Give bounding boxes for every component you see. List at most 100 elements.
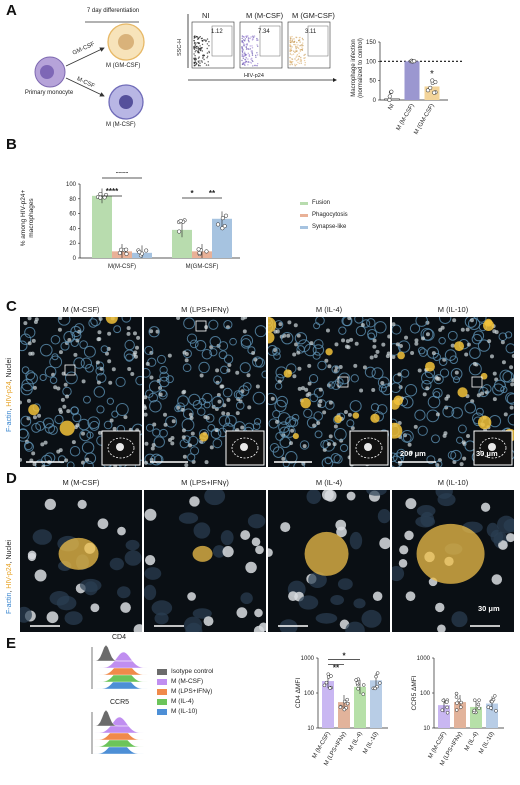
ccr5-label: CCR5 xyxy=(110,699,130,706)
cell-outline xyxy=(294,332,308,345)
c-title-1: M (M-CSF) xyxy=(62,305,100,314)
cell-outline xyxy=(339,443,349,453)
cell-outline xyxy=(103,420,113,430)
facs-dot xyxy=(193,59,196,61)
facs-dot xyxy=(301,48,304,50)
chartA-point xyxy=(412,59,417,64)
cell-nucleus xyxy=(126,331,131,336)
cell-outline xyxy=(502,371,514,383)
facs-dot xyxy=(197,46,199,48)
cell-nucleus xyxy=(27,341,32,346)
cell-outline xyxy=(435,460,443,467)
facs-dot xyxy=(193,37,195,39)
chartA-tick-label: 0 xyxy=(373,98,377,104)
facs-title-gmcsf: M (GM-CSF) xyxy=(292,11,335,20)
chartE-point xyxy=(342,707,347,712)
facs-dot xyxy=(295,49,297,51)
cell-nucleus xyxy=(58,407,63,412)
chartE-point xyxy=(324,680,329,685)
cell-nucleus xyxy=(236,607,248,619)
chartE-point xyxy=(476,702,481,707)
cell-nucleus xyxy=(63,382,68,387)
cell-nucleus xyxy=(347,317,352,321)
cell-outline xyxy=(278,421,290,434)
cell-nucleus xyxy=(492,329,497,334)
cell-outline xyxy=(144,368,151,378)
cell-body xyxy=(151,600,173,616)
facs-dot xyxy=(243,40,245,42)
facs-dot xyxy=(206,38,209,40)
cell-outline xyxy=(240,334,254,347)
chartE-significance: * xyxy=(342,652,346,661)
facs-dot xyxy=(242,56,244,58)
cell-nucleus xyxy=(425,386,430,391)
legend-synapse: Synapse-like xyxy=(300,224,348,230)
cell-outline xyxy=(88,318,98,328)
cell-body xyxy=(20,606,32,623)
cell-nucleus xyxy=(98,317,103,321)
d-image-svg xyxy=(268,490,390,632)
cell-body xyxy=(353,598,366,609)
facs-dot xyxy=(241,50,243,52)
cell-outline xyxy=(252,356,264,368)
cell-nucleus xyxy=(333,369,338,374)
facs-dot xyxy=(197,51,200,54)
infected-cell xyxy=(393,395,404,406)
cell-outline xyxy=(198,361,210,374)
cell-nucleus xyxy=(199,373,204,378)
chartB-tick-label: 20 xyxy=(69,241,76,247)
cell-nucleus xyxy=(190,431,195,436)
infected-cell xyxy=(192,545,213,562)
cell-nucleus xyxy=(506,533,514,543)
facs-dot xyxy=(207,55,209,57)
cell-nucleus xyxy=(32,385,37,390)
facs-dot xyxy=(292,53,295,55)
cell-nucleus xyxy=(144,405,147,410)
facs-dot xyxy=(300,58,302,60)
cell-outline xyxy=(268,392,278,406)
cell-nucleus xyxy=(375,349,380,354)
facs-dot xyxy=(302,39,304,41)
cell-outline xyxy=(324,456,333,465)
chartA-tick-label: 150 xyxy=(366,40,377,46)
cell-nucleus xyxy=(226,397,231,402)
cell-outline xyxy=(83,460,94,467)
cell-body xyxy=(503,518,514,533)
infected-cell xyxy=(304,531,349,576)
histogram-curve xyxy=(91,709,148,727)
chartE-point xyxy=(445,705,449,710)
chartE-tick-label: 100 xyxy=(420,691,431,697)
cell-outline xyxy=(182,408,194,420)
cell-nucleus xyxy=(344,344,349,349)
cell-outline xyxy=(277,412,291,425)
facs-dot xyxy=(199,62,201,64)
cell-outline xyxy=(376,404,388,415)
m-mcsf-label: M (M-CSF) xyxy=(106,122,136,128)
cell-body xyxy=(124,550,142,566)
chartE-category-label: M (IL-10) xyxy=(362,731,379,755)
cell-nucleus xyxy=(318,399,323,404)
cell-outline xyxy=(272,347,281,356)
cell-outline xyxy=(213,375,222,384)
d-title-3: M (IL-4) xyxy=(315,478,343,487)
cell-outline xyxy=(284,451,298,464)
cell-outline xyxy=(219,365,229,375)
cell-nucleus xyxy=(151,442,156,447)
cell-nucleus xyxy=(309,341,314,346)
cell-nucleus xyxy=(480,391,485,396)
facs-dot xyxy=(249,61,251,63)
cell-nucleus xyxy=(362,365,367,370)
cell-outline xyxy=(417,346,426,355)
cell-nucleus xyxy=(294,342,299,347)
cell-nucleus xyxy=(245,561,257,574)
d-title-4: M (IL-10) xyxy=(437,478,469,487)
cell-outline xyxy=(313,411,323,421)
cell-outline xyxy=(71,330,82,341)
cell-outline xyxy=(464,401,477,414)
facs-dot xyxy=(251,45,253,47)
facs-dot xyxy=(200,49,202,51)
cell-outline xyxy=(469,347,481,359)
c-title-2: M (LPS+IFNγ) xyxy=(181,305,229,314)
facs-dot xyxy=(256,54,259,56)
